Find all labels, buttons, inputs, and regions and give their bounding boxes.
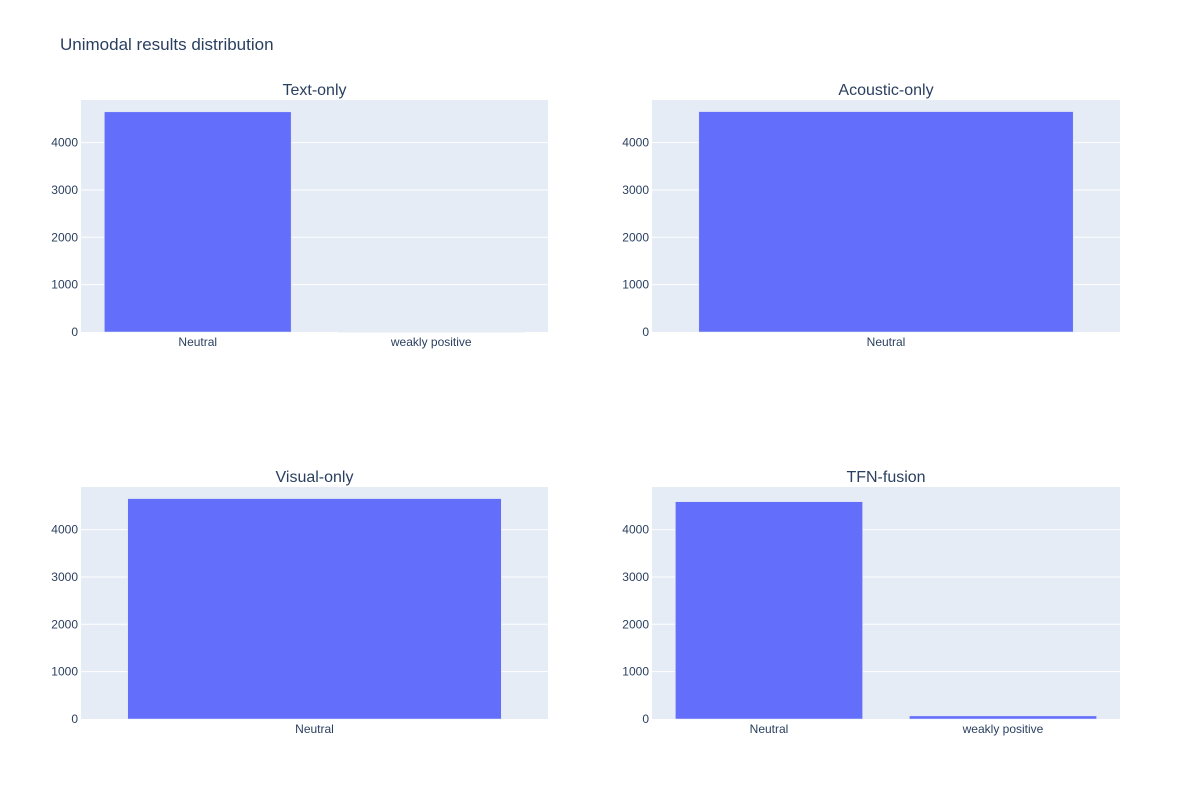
- y-tick-label: 3000: [51, 570, 78, 584]
- bar-weakly-positive[interactable]: [337, 331, 525, 333]
- y-tick-label: 2000: [622, 617, 649, 631]
- y-tick-label: 3000: [51, 183, 78, 197]
- x-tick-label: Neutral: [178, 335, 217, 349]
- x-tick-label: Neutral: [295, 722, 334, 736]
- bar-weakly-positive[interactable]: [909, 715, 1097, 720]
- y-tick-label: 0: [71, 712, 78, 726]
- subplot-3: 0 1000 2000 3000 4000 Neutral Visual-only: [51, 469, 548, 736]
- figure-title: Unimodal results distribution: [60, 35, 274, 54]
- y-tick-label: 2000: [622, 230, 649, 244]
- y-tick-label: 4000: [622, 136, 649, 150]
- bar-neutral[interactable]: [104, 111, 292, 333]
- y-tick-label: 0: [642, 712, 649, 726]
- subplot-title: Text-only: [282, 82, 346, 99]
- subplot-title: TFN-fusion: [846, 469, 925, 486]
- bar-neutral[interactable]: [698, 111, 1074, 333]
- y-tick-label: 1000: [51, 278, 78, 292]
- y-tick-label: 3000: [622, 570, 649, 584]
- subplot-title: Visual-only: [276, 469, 354, 486]
- y-tick-label: 4000: [51, 523, 78, 537]
- y-tick-label: 1000: [622, 278, 649, 292]
- y-tick-label: 3000: [622, 183, 649, 197]
- bar-neutral[interactable]: [675, 501, 863, 720]
- y-tick-label: 0: [642, 325, 649, 339]
- x-tick-label: weakly positive: [962, 722, 1044, 736]
- bar-neutral[interactable]: [127, 498, 502, 720]
- subplot-4: 0 1000 2000 3000 4000 Neutral weakly positive T…: [622, 469, 1120, 736]
- y-tick-label: 2000: [51, 617, 78, 631]
- x-tick-label: Neutral: [867, 335, 906, 349]
- subplot-2: 0 1000 2000 3000 4000 Neutral Acoustic-only: [622, 82, 1120, 349]
- y-tick-label: 1000: [51, 665, 78, 679]
- y-tick-label: 4000: [622, 523, 649, 537]
- x-tick-label: Neutral: [750, 722, 789, 736]
- y-tick-label: 0: [71, 325, 78, 339]
- subplot-title: Acoustic-only: [838, 82, 933, 99]
- y-tick-label: 2000: [51, 230, 78, 244]
- x-tick-label: weakly positive: [390, 335, 472, 349]
- subplots: 0 1000 2000 3000 4000 Neutral weakly positive T…: [51, 82, 1120, 736]
- y-tick-label: 1000: [622, 665, 649, 679]
- subplot-1: 0 1000 2000 3000 4000 Neutral weakly positive T…: [51, 82, 548, 349]
- y-tick-label: 4000: [51, 136, 78, 150]
